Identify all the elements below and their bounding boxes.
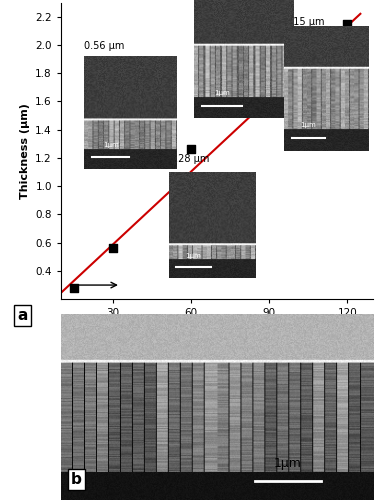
Text: 0.28 μm: 0.28 μm [169, 154, 209, 164]
Text: 1μm: 1μm [274, 457, 302, 470]
X-axis label: Deposition time, t (min): Deposition time, t (min) [142, 324, 292, 334]
Y-axis label: Thickness (μm): Thickness (μm) [20, 103, 30, 199]
Text: 2.15 μm: 2.15 μm [284, 17, 325, 27]
Point [110, 244, 116, 253]
Text: 0.56 μm: 0.56 μm [85, 41, 125, 51]
Text: b: b [71, 472, 82, 487]
Point [344, 20, 351, 28]
Point [188, 145, 194, 153]
Text: a: a [17, 308, 27, 323]
Point [71, 284, 77, 292]
Text: 1.26 μm: 1.26 μm [194, 0, 234, 3]
